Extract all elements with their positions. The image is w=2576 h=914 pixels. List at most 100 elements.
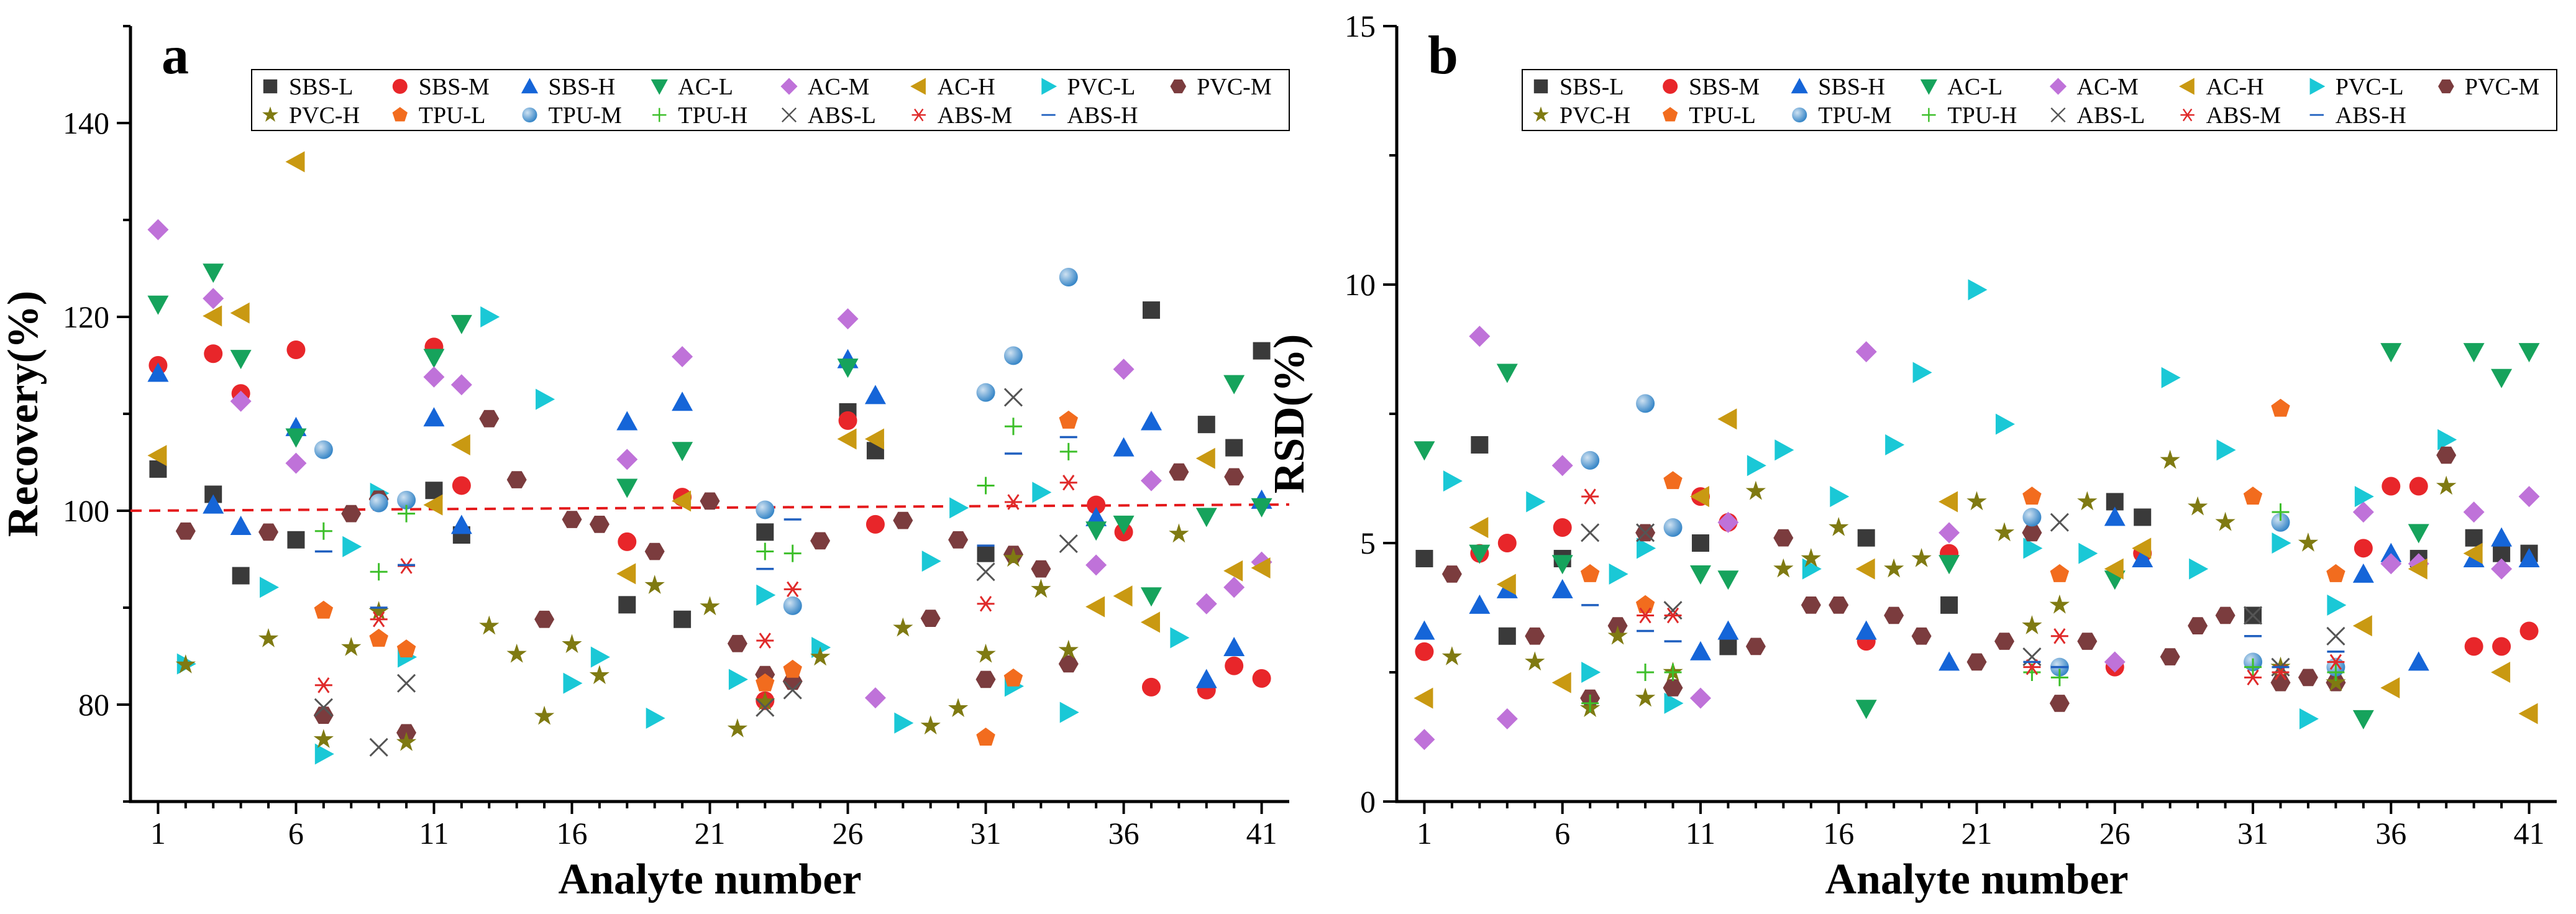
data-point <box>864 428 884 450</box>
series-TPU-L <box>314 410 1078 746</box>
data-point <box>2188 496 2208 516</box>
x-tick-label: 11 <box>419 816 449 851</box>
data-point <box>2354 539 2373 558</box>
x-tick-label: 26 <box>2099 816 2131 851</box>
data-point <box>646 707 665 729</box>
data-point <box>1829 596 1849 614</box>
data-point <box>1058 639 1079 659</box>
data-point <box>258 628 279 647</box>
data-point <box>864 687 886 709</box>
legend-box <box>251 69 1290 131</box>
data-point <box>370 563 388 581</box>
data-point <box>1719 638 1737 656</box>
x-tick-label: 21 <box>1962 816 1993 851</box>
data-point <box>2104 558 2124 580</box>
legend-marker <box>1662 107 1678 122</box>
data-point <box>810 646 831 666</box>
y-tick-label: 100 <box>63 493 109 528</box>
data-point <box>203 305 222 327</box>
data-point <box>1884 558 1904 578</box>
legend-label: PVC-L <box>1067 74 1136 100</box>
data-point <box>1498 627 1516 645</box>
data-point <box>672 345 693 367</box>
data-point <box>230 515 252 535</box>
data-point <box>1195 593 1217 615</box>
legend-label: TPU-M <box>1818 103 1891 129</box>
data-point <box>1855 620 1877 640</box>
legend-marker <box>651 79 668 95</box>
data-point <box>423 349 445 368</box>
panel-label: b <box>1428 25 1458 86</box>
data-point <box>2408 558 2428 580</box>
legend-marker <box>392 79 408 94</box>
data-point <box>1745 638 1766 656</box>
data-point <box>313 706 334 724</box>
data-point <box>1085 554 1107 576</box>
data-point <box>727 634 747 652</box>
data-point <box>450 314 472 334</box>
data-point <box>1717 620 1739 640</box>
legend-marker <box>262 106 278 122</box>
data-point <box>1471 436 1489 454</box>
data-point <box>1966 491 1987 511</box>
data-point <box>1223 577 1245 598</box>
x-tick-label: 31 <box>2237 816 2268 851</box>
data-point <box>314 522 332 540</box>
data-point <box>369 738 388 757</box>
data-point <box>1581 523 1600 542</box>
data-point <box>1225 656 1244 675</box>
legend-label: ABS-L <box>2077 103 2145 129</box>
data-point <box>2518 547 2540 567</box>
data-point <box>1689 486 1709 508</box>
data-point <box>1968 279 1988 301</box>
data-point <box>1469 326 1491 347</box>
legend-marker <box>392 107 408 122</box>
data-point <box>783 680 802 700</box>
data-point <box>314 677 332 693</box>
data-point <box>313 729 334 748</box>
data-point <box>1830 486 1850 508</box>
data-point <box>2132 537 2152 559</box>
data-point <box>2352 710 2374 729</box>
data-point <box>783 596 802 615</box>
data-point <box>672 442 693 462</box>
data-point <box>1252 669 1271 688</box>
data-point <box>2161 367 2181 388</box>
data-point <box>2380 553 2402 575</box>
data-point <box>2189 558 2209 580</box>
data-point <box>1939 555 1960 575</box>
data-point <box>1223 636 1245 656</box>
legend-label: TPU-H <box>678 103 747 129</box>
data-point <box>1496 363 1518 383</box>
data-point <box>2243 606 2263 625</box>
series-TPU-L <box>1580 398 2345 613</box>
data-point <box>1801 548 1821 567</box>
data-point <box>2271 513 2290 532</box>
data-point <box>450 434 470 455</box>
data-point <box>314 743 334 765</box>
data-point <box>2050 628 2068 644</box>
data-point <box>2023 537 2043 559</box>
data-point <box>2298 669 2318 687</box>
legend-label: AC-H <box>938 74 995 100</box>
legend-marker <box>911 108 926 122</box>
data-point <box>1469 517 1489 539</box>
data-point <box>2491 558 2513 580</box>
legend-label: PVC-L <box>2336 74 2404 100</box>
legend-label: AC-M <box>2077 74 2139 100</box>
legend-label: SBS-M <box>419 74 490 100</box>
data-point <box>2022 487 2042 505</box>
data-point <box>864 385 886 404</box>
data-point <box>2299 708 2319 729</box>
data-point <box>314 698 333 717</box>
y-tick-label: 10 <box>1345 267 1376 302</box>
data-point <box>2049 695 2070 712</box>
data-point <box>2409 477 2428 496</box>
series-AC-M <box>147 219 1272 709</box>
data-point <box>976 562 995 582</box>
data-point <box>1939 651 1960 671</box>
data-point <box>2215 606 2236 624</box>
data-point <box>1994 633 2014 650</box>
data-point <box>2436 446 2457 464</box>
